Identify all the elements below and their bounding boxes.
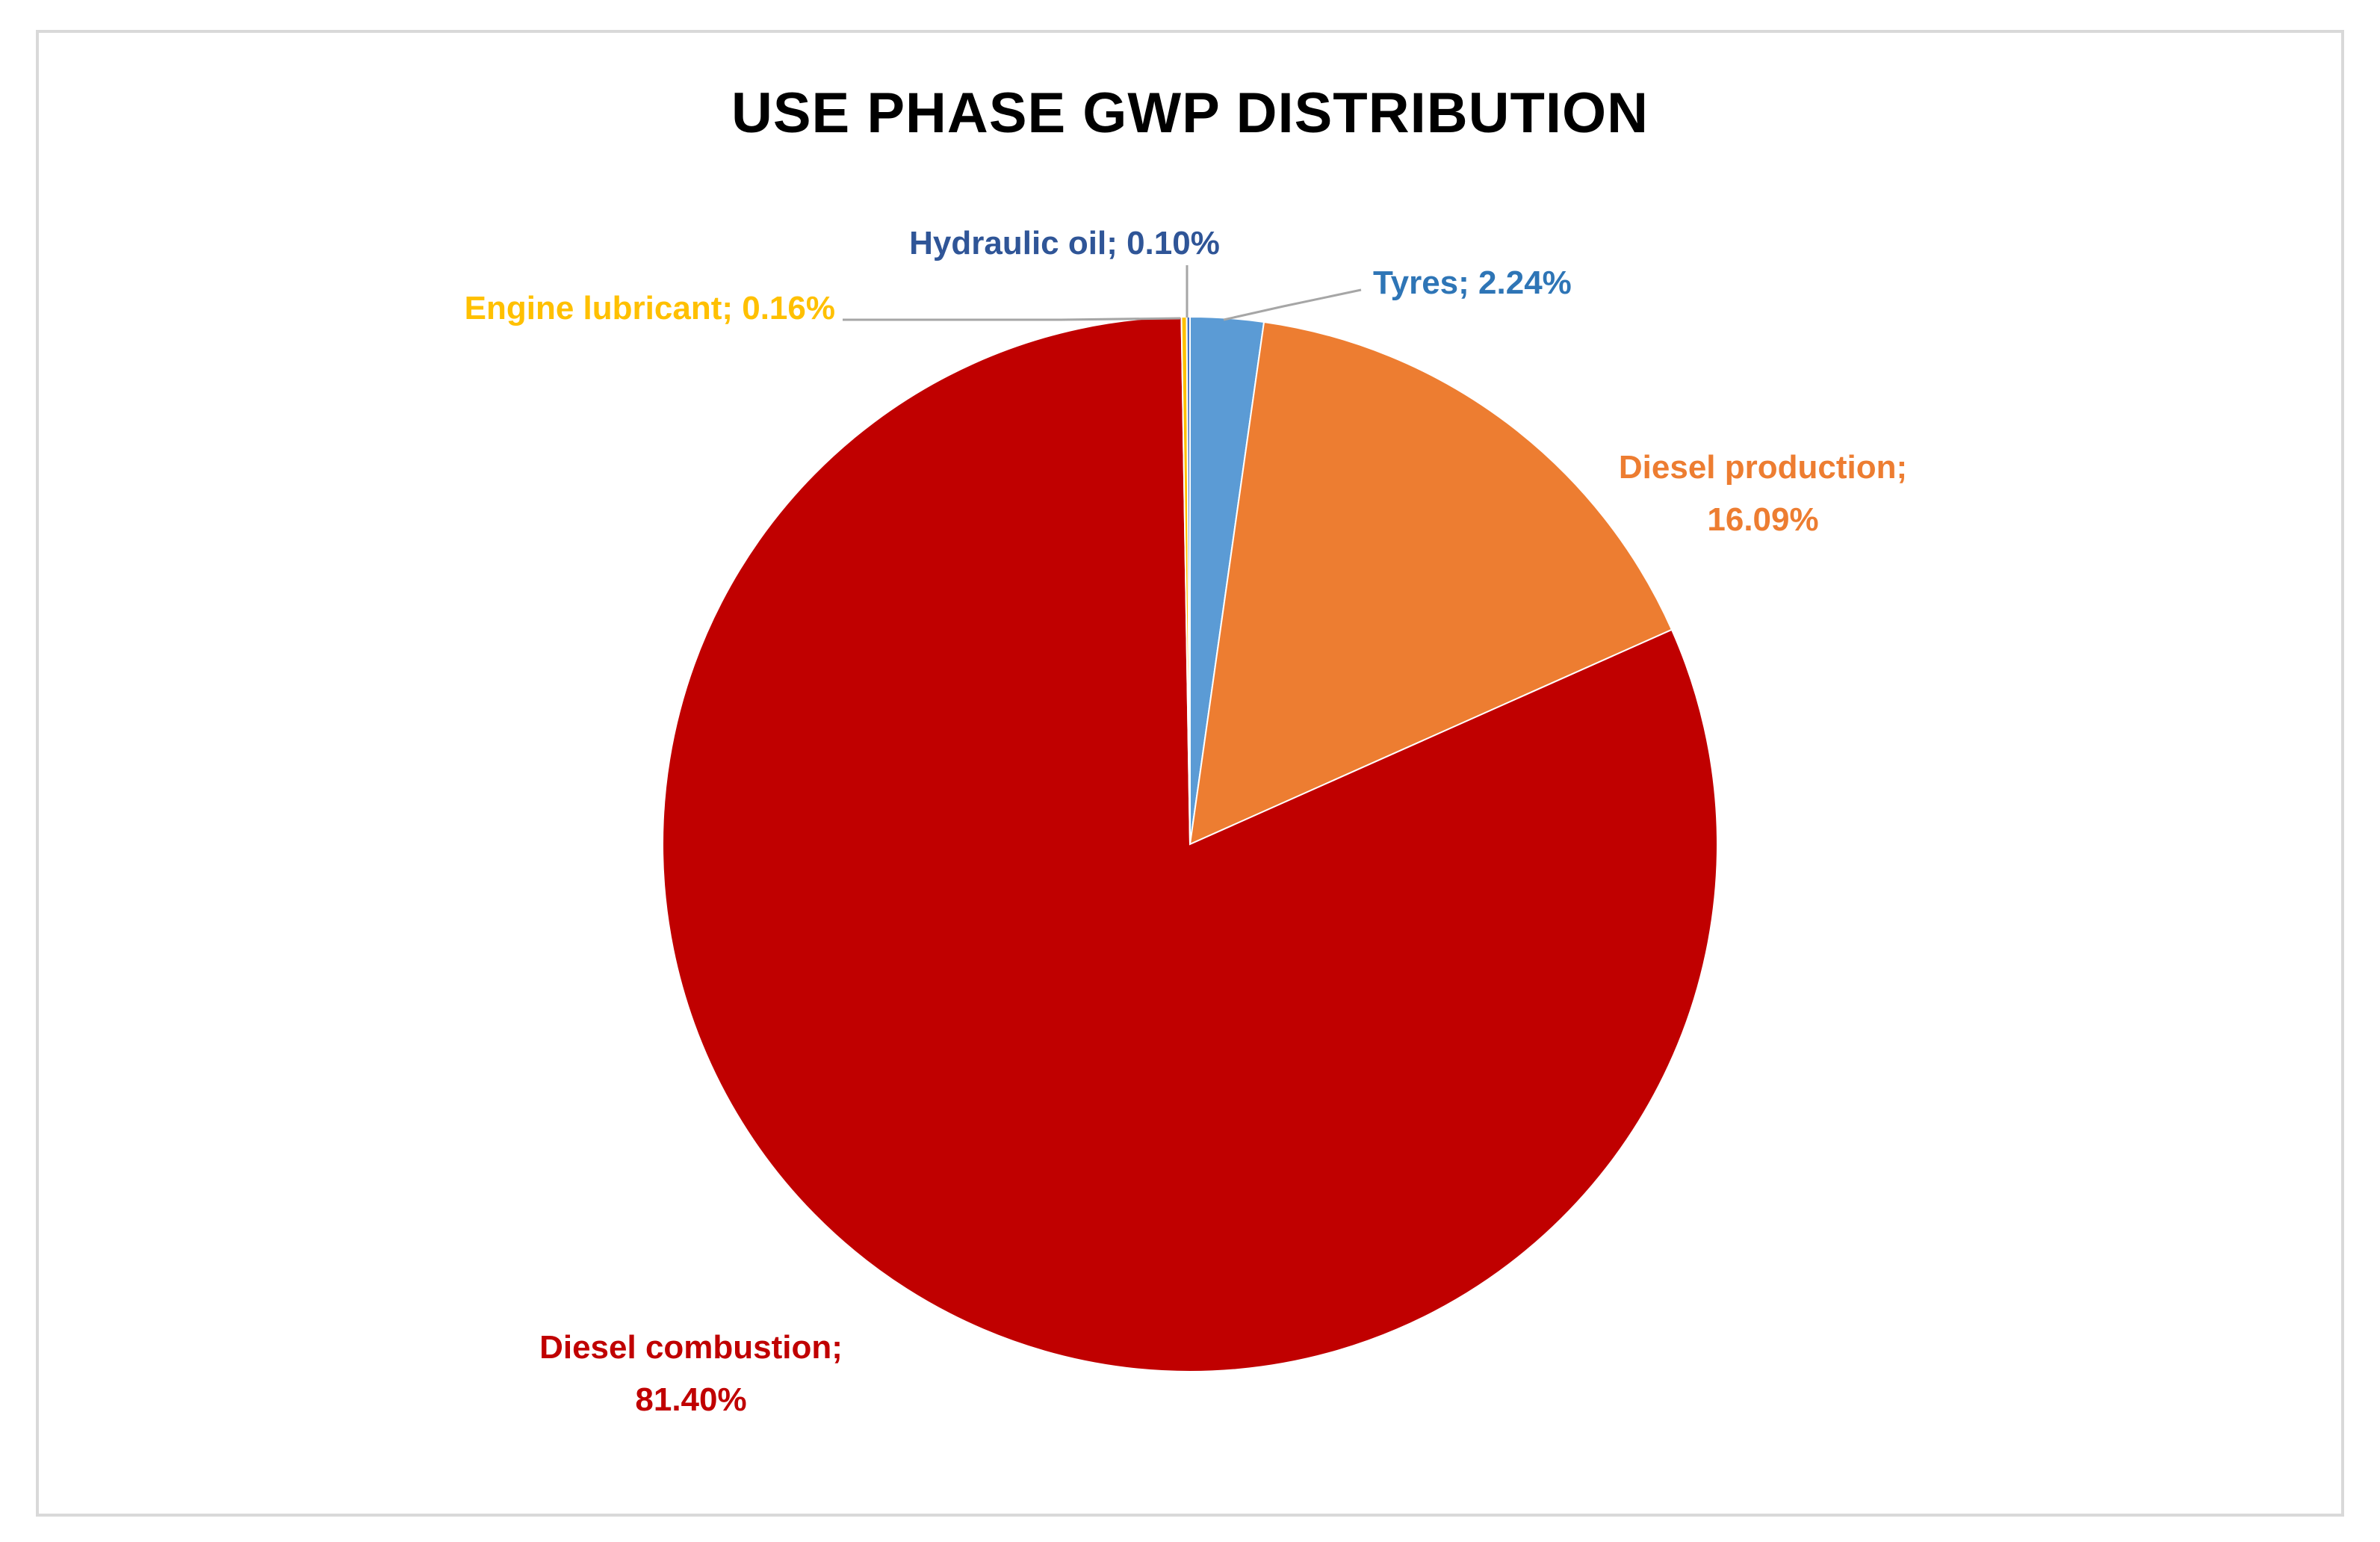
data-label-hydraulic-oil: Hydraulic oil; 0.10% xyxy=(909,225,1220,261)
chart-title: USE PHASE GWP DISTRIBUTION xyxy=(731,81,1649,145)
data-label-engine-lubricant: Engine lubricant; 0.16% xyxy=(465,290,835,326)
data-label-diesel-production: Diesel production; 16.09% xyxy=(1619,449,1907,538)
data-label-diesel-combustion: Diesel combustion; 81.40% xyxy=(539,1329,843,1418)
pie-slice-diesel-combustion xyxy=(662,316,1718,1372)
leader-line-tyres xyxy=(1223,288,1362,321)
pie-slice-diesel-production xyxy=(1189,321,1673,846)
data-label-tyres: Tyres; 2.24% xyxy=(1373,264,1572,301)
leader-line-engine-lubricant xyxy=(843,317,1181,321)
